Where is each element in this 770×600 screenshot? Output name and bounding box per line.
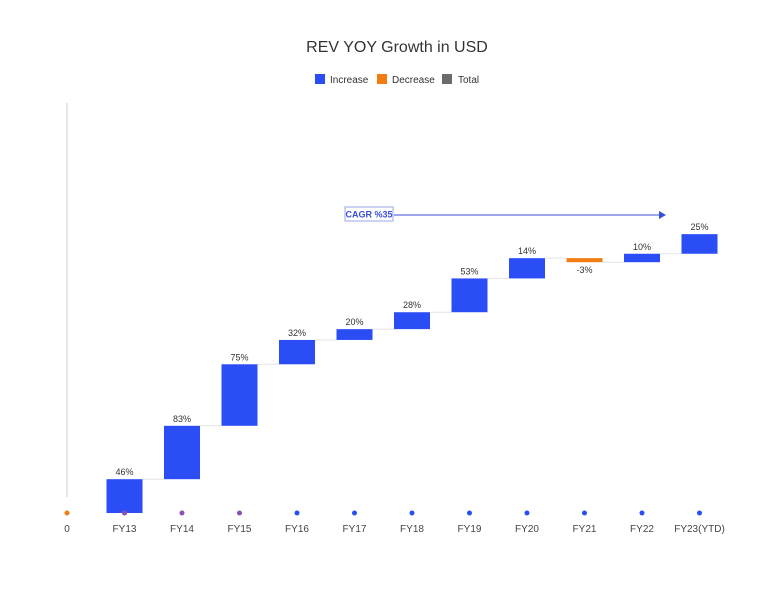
x-tick-label: FY15 <box>228 524 252 535</box>
x-tick-label: FY21 <box>573 524 597 535</box>
data-label: 53% <box>460 266 478 276</box>
x-tick-label: FY20 <box>515 524 539 535</box>
x-tick-label: FY14 <box>170 524 194 535</box>
bar-fy14 <box>164 425 200 480</box>
x-tick-labels: 0 FY13 FY14 FY15 FY16 FY17 FY18 FY19 FY20 FY21 FY2… <box>64 524 725 535</box>
legend-swatch-decrease <box>377 74 387 84</box>
data-label: 32% <box>288 328 306 338</box>
chart-title: REV YOY Growth in USD <box>306 39 488 56</box>
cagr-annotation: CAGR %35 <box>344 206 666 222</box>
bar-fy16 <box>279 339 315 365</box>
legend-label-total: Total <box>458 75 479 86</box>
legend-swatch-increase <box>315 74 325 84</box>
data-label: 25% <box>690 222 708 232</box>
axis-dot <box>237 510 242 516</box>
x-tick-label: FY23(YTD) <box>674 524 725 535</box>
data-label: 10% <box>633 242 651 252</box>
x-tick-label: FY19 <box>458 524 482 535</box>
axis-dot <box>409 510 415 516</box>
data-label: 20% <box>345 317 363 327</box>
bar-fy19 <box>451 278 488 313</box>
axis-dot <box>64 510 70 516</box>
bar-fy17 <box>336 329 373 340</box>
data-label: 75% <box>230 352 248 362</box>
axis-dot <box>697 510 702 516</box>
x-tick-label: FY13 <box>113 524 137 535</box>
cagr-label-box <box>344 206 394 222</box>
legend-label-increase: Increase <box>330 75 369 86</box>
bar-fy15 <box>221 364 258 426</box>
axis-dot <box>582 510 587 516</box>
axis-dot <box>294 510 300 516</box>
axis-dot <box>352 510 357 516</box>
data-label: -3% <box>576 265 592 275</box>
x-tick-label: FY17 <box>343 524 367 535</box>
bar-fy13 <box>106 479 143 513</box>
data-label: 14% <box>518 246 536 256</box>
data-label: 28% <box>403 300 421 310</box>
bar-fy23-ytd <box>681 234 718 254</box>
data-label: 46% <box>115 467 133 477</box>
chart-marks: 46% 83% 75% 32% 20% 28% 53% 14% -3% 10% 25% <box>106 222 718 513</box>
axis-dot <box>122 510 127 516</box>
axis-dot <box>639 510 645 516</box>
legend-label-decrease: Decrease <box>392 75 435 86</box>
cagr-label: CAGR %35 <box>345 210 392 220</box>
axis-dots <box>64 510 702 516</box>
x-tick-label: 0 <box>64 524 70 535</box>
bar-fy21 <box>566 258 603 263</box>
axis-dot <box>524 510 530 516</box>
legend-swatch-total <box>442 74 452 84</box>
axis-dot <box>179 510 185 516</box>
cagr-arrow-head <box>659 211 666 219</box>
chart-legend: Increase Decrease Total <box>315 74 479 86</box>
bar-fy18 <box>394 312 430 330</box>
x-tick-label: FY22 <box>630 524 654 535</box>
axis-dot <box>467 510 472 516</box>
x-tick-label: FY16 <box>285 524 309 535</box>
bar-fy20 <box>509 258 545 279</box>
data-label: 83% <box>173 414 191 424</box>
bar-fy22 <box>624 253 660 263</box>
x-tick-label: FY18 <box>400 524 424 535</box>
